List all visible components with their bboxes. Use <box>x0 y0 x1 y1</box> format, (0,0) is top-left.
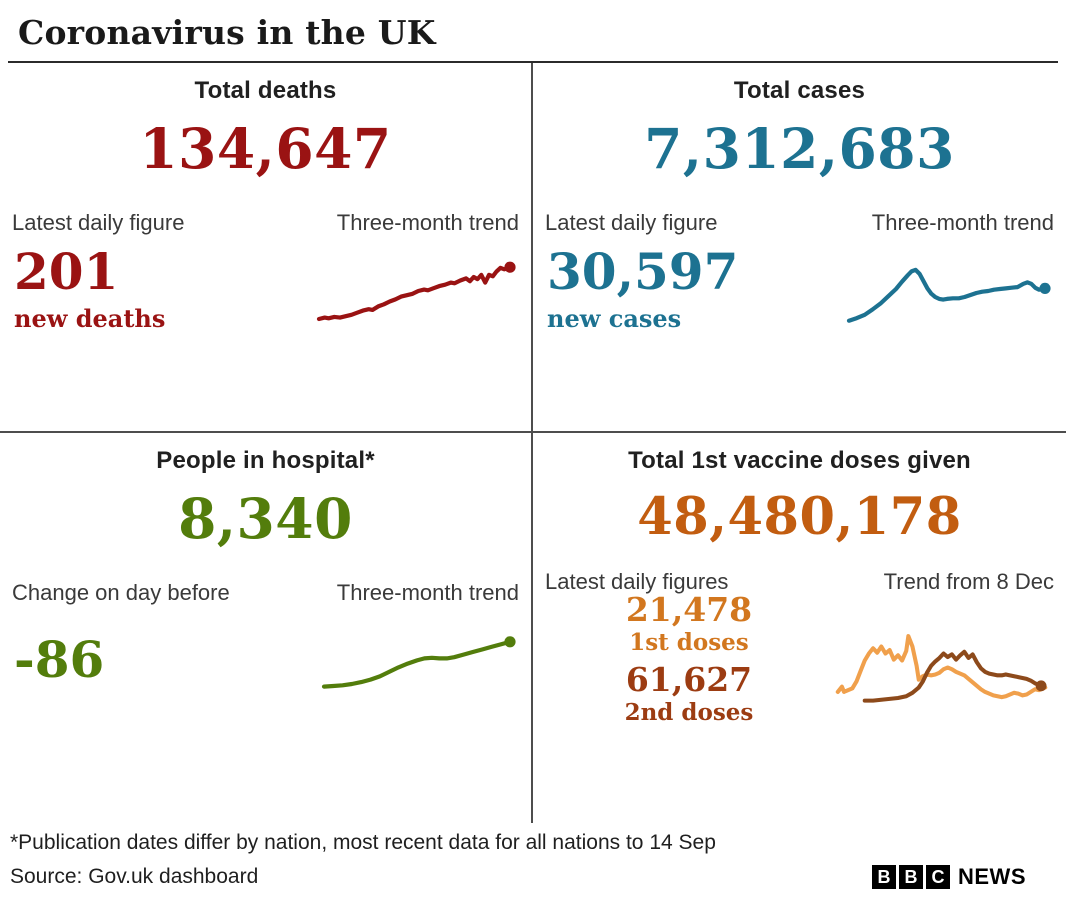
deaths-right-label: Three-month trend <box>336 209 519 235</box>
deaths-left-label: Latest daily figure <box>12 209 185 235</box>
stats-grid: Total deaths 134,647 Latest daily figure… <box>0 63 1066 823</box>
cases-total-value: 7,312,683 <box>644 116 955 181</box>
hospital-change-value: -86 <box>14 630 105 690</box>
deaths-daily-value: 201 <box>14 241 119 301</box>
cases-chart-row: 30,597 new cases <box>533 241 1066 333</box>
first-doses-value: 21,478 <box>625 590 753 630</box>
hospital-left-label: Change on day before <box>12 579 230 605</box>
deaths-labels: Latest daily figure Three-month trend <box>0 210 531 236</box>
deaths-daily-caption: new deaths <box>14 304 166 333</box>
vaccines-right-label: Trend from 8 Dec <box>883 569 1054 595</box>
hospital-trend-chart <box>321 635 516 689</box>
vaccines-labels: Latest daily figures Trend from 8 Dec <box>533 569 1066 595</box>
footer-row: Source: Gov.uk dashboard B B C NEWS <box>0 855 1066 890</box>
vaccines-doses-block: 21,478 1st doses 61,627 2nd doses <box>547 591 831 730</box>
vaccines-title: Total 1st vaccine doses given <box>628 447 971 474</box>
hospital-chart-row: -86 <box>0 622 531 700</box>
bbc-logo-news-text: NEWS <box>958 864 1026 889</box>
deaths-trend-chart <box>316 261 516 322</box>
cases-labels: Latest daily figure Three-month trend <box>533 210 1066 236</box>
source-text: Source: Gov.uk dashboard <box>10 865 259 888</box>
first-doses-caption: 1st doses <box>629 629 749 657</box>
deaths-daily-block: 201 new deaths <box>14 241 166 333</box>
hospital-right-label: Three-month trend <box>336 579 519 605</box>
deaths-total-value: 134,647 <box>139 116 392 181</box>
vaccines-chart-row: 21,478 1st doses 61,627 2nd doses <box>533 591 1066 730</box>
panel-cases: Total cases 7,312,683 Latest daily figur… <box>533 63 1066 431</box>
vaccines-left-label: Latest daily figures <box>545 569 729 595</box>
cases-daily-value: 30,597 <box>547 241 739 301</box>
hospital-labels: Change on day before Three-month trend <box>0 580 531 606</box>
cases-right-label: Three-month trend <box>871 209 1054 235</box>
hospital-total-value: 8,340 <box>178 486 353 551</box>
bbc-news-logo: B B C NEWS <box>872 864 1026 890</box>
title-divider <box>8 61 1058 63</box>
cases-left-label: Latest daily figure <box>545 209 718 235</box>
vaccines-trend-chart <box>835 633 1048 703</box>
bbc-logo-box: B <box>899 865 923 889</box>
panel-vaccines: Total 1st vaccine doses given 48,480,178… <box>533 431 1066 823</box>
cases-daily-block: 30,597 new cases <box>547 241 739 333</box>
second-doses-value: 61,627 <box>625 659 753 699</box>
page-title: Coronavirus in the UK <box>18 13 436 52</box>
hospital-title: People in hospital* <box>156 447 375 474</box>
vaccines-total-value: 48,480,178 <box>637 487 962 547</box>
footnote: *Publication dates differ by nation, mos… <box>10 831 716 854</box>
second-doses-caption: 2nd doses <box>624 698 754 726</box>
cases-trend-chart <box>846 267 1051 323</box>
bbc-logo-box: C <box>926 865 950 889</box>
cases-title: Total cases <box>733 77 866 104</box>
cases-daily-caption: new cases <box>547 304 682 333</box>
panel-deaths: Total deaths 134,647 Latest daily figure… <box>0 63 533 431</box>
bbc-logo-box: B <box>872 865 896 889</box>
deaths-chart-row: 201 new deaths <box>0 241 531 333</box>
panel-hospital: People in hospital* 8,340 Change on day … <box>0 431 533 823</box>
hospital-daily-block: -86 <box>14 634 104 687</box>
deaths-title: Total deaths <box>194 77 337 104</box>
